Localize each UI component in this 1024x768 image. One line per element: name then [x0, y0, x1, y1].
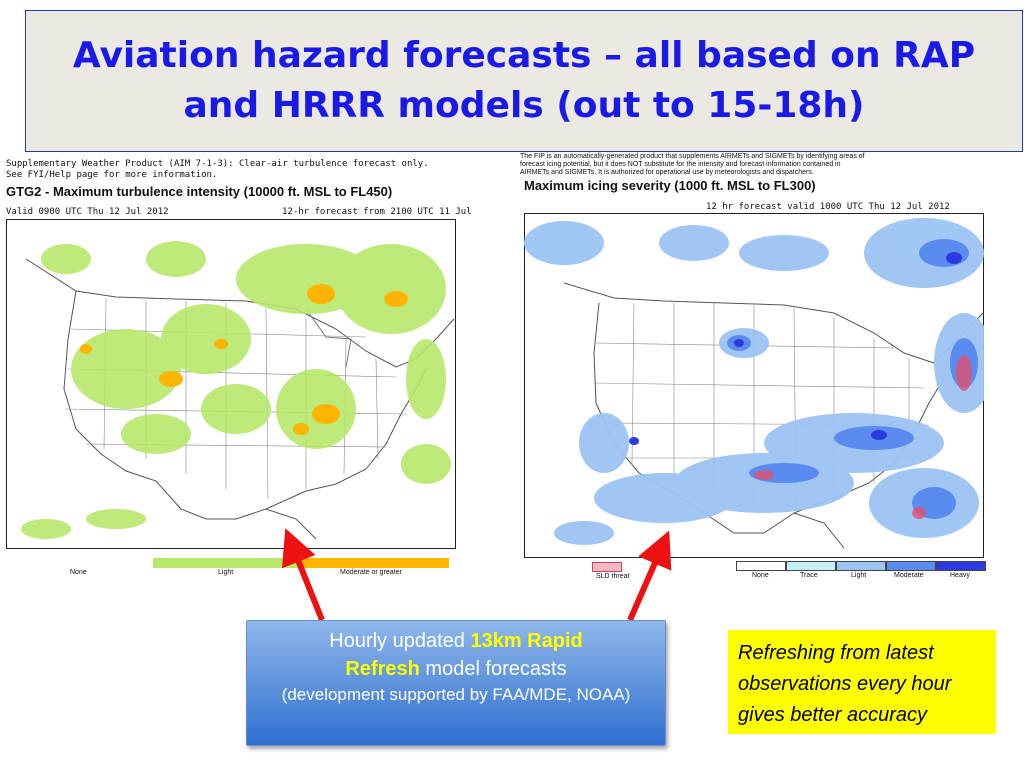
icing-legend-light-label: Light: [851, 572, 867, 579]
sld-threat-swatch: [592, 562, 622, 572]
callout-highlight-2: Refresh: [345, 658, 420, 680]
slide-title: Aviation hazard forecasts – all based on…: [72, 35, 976, 126]
turbulence-legend-none-swatch: [28, 558, 153, 568]
icing-map: [524, 213, 984, 558]
turbulence-legend-none-label: None: [70, 569, 87, 576]
icing-legend-none-swatch: [736, 561, 786, 571]
callout-line2: Refresh model forecasts: [345, 658, 567, 680]
turbulence-legend-light-swatch: [153, 558, 301, 568]
callout-subtext: (development supported by FAA/MDE, NOAA): [281, 685, 631, 704]
callout-highlight-1: 13km Rapid: [470, 630, 583, 652]
turbulence-product-title: GTG2 - Maximum turbulence intensity (100…: [6, 184, 393, 199]
sld-threat-label: SLD threat: [596, 573, 630, 580]
icing-header-line2: forecast icing potential, but it does NO…: [520, 161, 841, 168]
icing-header-line3: AIRMETs and SIGMETs. It is authorized fo…: [520, 169, 814, 176]
turbulence-legend-moderate-label: Moderate or greater: [340, 569, 402, 576]
icing-legend-moderate-label: Moderate: [894, 572, 924, 579]
icing-legend-light-swatch: [836, 561, 886, 571]
icing-product-title: Maximum icing severity (1000 ft. MSL to …: [524, 178, 816, 193]
icing-header-line1: The FIP is an automatically-generated pr…: [520, 153, 865, 160]
model-callout: Hourly updated 13km Rapid Refresh model …: [246, 620, 666, 746]
turbulence-legend-moderate-swatch: [301, 558, 449, 568]
turbulence-header-line2: See FYI/Help page for more information.: [6, 170, 218, 180]
turbulence-map: [6, 219, 456, 549]
accuracy-note: Refreshing from latest observations ever…: [728, 630, 996, 734]
icing-panel: The FIP is an automatically-generated pr…: [518, 152, 998, 592]
icing-legend-trace-swatch: [786, 561, 836, 571]
icing-legend-heavy-swatch: [936, 561, 986, 571]
turbulence-forecast-time: 12-hr forecast from 2100 UTC 11 Jul: [282, 207, 472, 217]
icing-legend-moderate-swatch: [886, 561, 936, 571]
turbulence-header-line1: Supplementary Weather Product (AIM 7-1-3…: [6, 159, 429, 169]
icing-legend-trace-label: Trace: [800, 572, 818, 579]
turbulence-panel: Supplementary Weather Product (AIM 7-1-3…: [0, 155, 472, 585]
turbulence-legend-light-label: Light: [218, 569, 234, 576]
icing-forecast-time: 12 hr forecast valid 1000 UTC Thu 12 Jul…: [706, 202, 950, 212]
turbulence-valid-time: Valid 0900 UTC Thu 12 Jul 2012: [6, 207, 169, 217]
icing-legend-none-label: None: [752, 572, 769, 579]
icing-legend-heavy-label: Heavy: [950, 572, 970, 579]
title-banner: Aviation hazard forecasts – all based on…: [25, 10, 1023, 152]
callout-line1: Hourly updated 13km Rapid: [329, 630, 583, 652]
